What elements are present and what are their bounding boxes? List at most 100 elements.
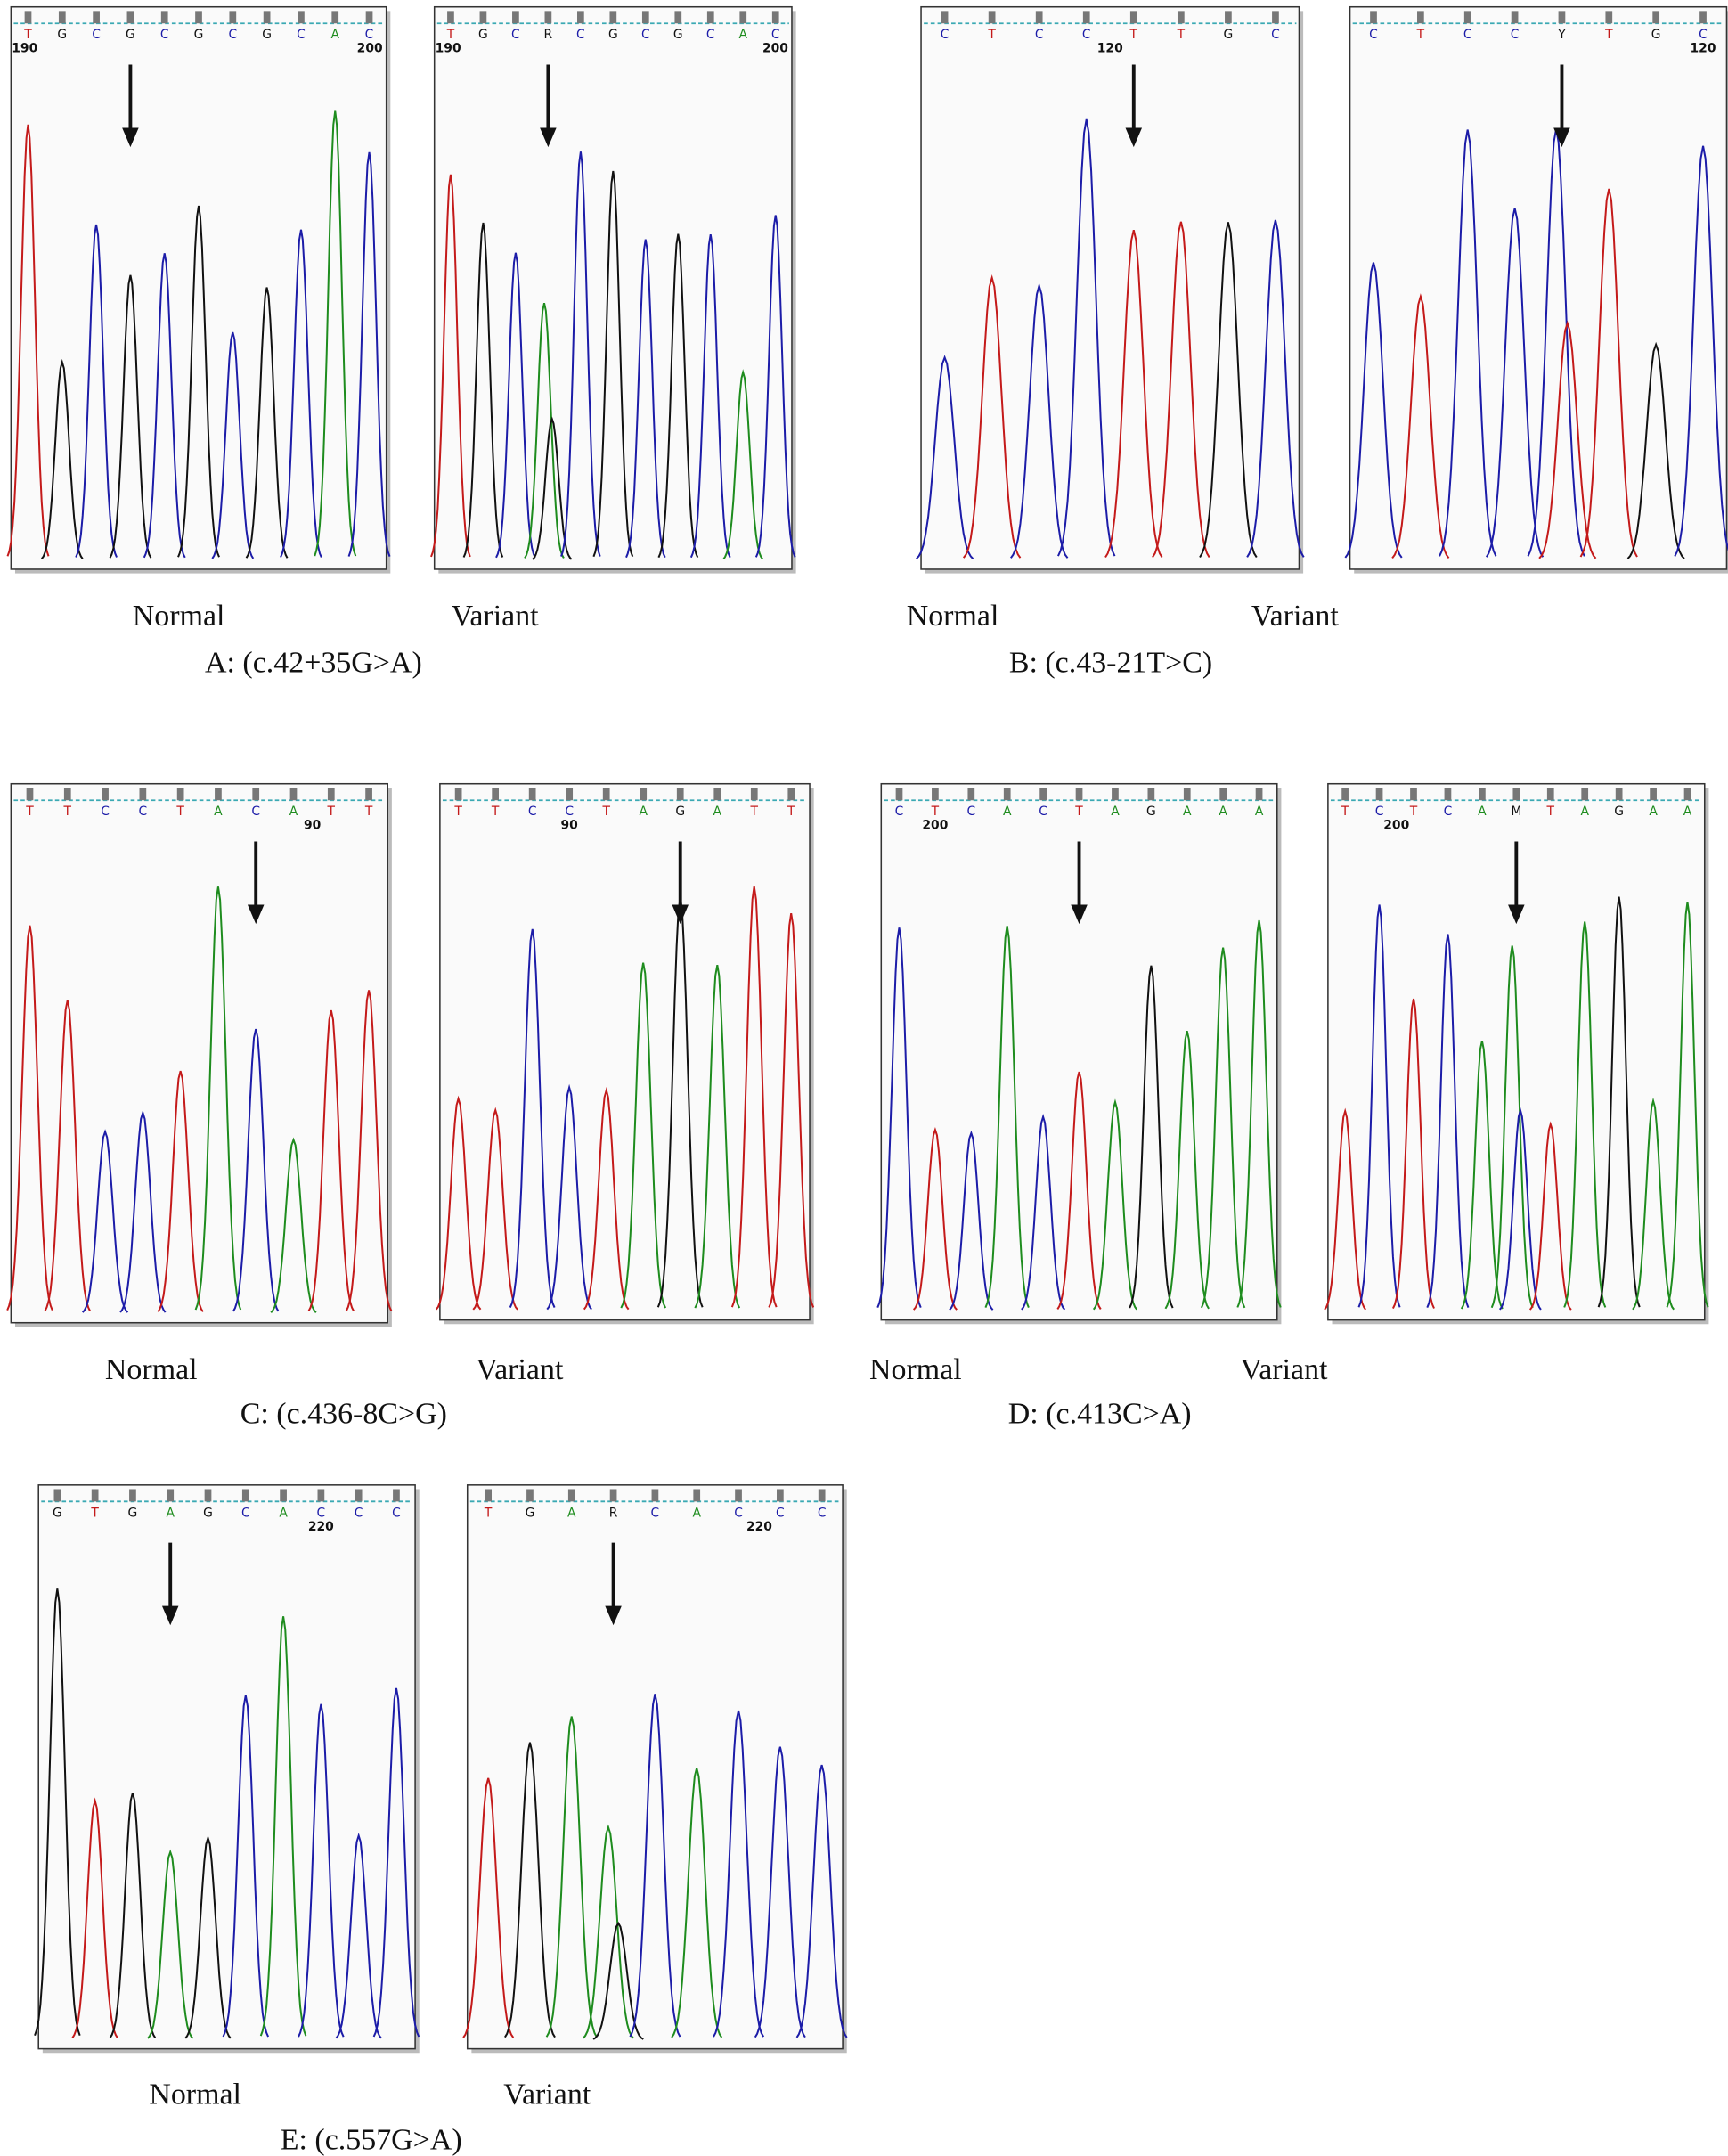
peak [1092, 1098, 1138, 1311]
base-tick [651, 1489, 659, 1502]
base-tick [713, 788, 721, 801]
peak [1597, 896, 1641, 1308]
base-tick [1147, 788, 1155, 801]
peak [307, 1009, 355, 1312]
base-tick [1683, 788, 1691, 801]
trace-label: Variant [1251, 600, 1340, 633]
peak [1674, 145, 1728, 557]
peak [211, 331, 255, 559]
peak [462, 1777, 515, 2038]
base-tick [1272, 11, 1279, 24]
base-tick [566, 788, 574, 801]
chromatogram: T G C R C G C G C A C 190 200 [430, 5, 796, 574]
base-tick [176, 788, 184, 801]
peak [259, 1616, 307, 2037]
base-call: C [576, 28, 585, 42]
base-tick [1417, 11, 1424, 24]
base-call: T [364, 804, 373, 819]
base-tick [1255, 788, 1263, 801]
position-label: 220 [746, 1520, 772, 1534]
base-call: T [601, 804, 610, 819]
peak [6, 925, 53, 1311]
base-call: A [1003, 804, 1012, 819]
position-label: 90 [561, 819, 578, 833]
peak [545, 1716, 598, 2038]
trace-label: Normal [869, 1353, 962, 1386]
base-tick [1177, 11, 1185, 24]
arrow-head [1553, 127, 1570, 148]
base-call: C [771, 28, 780, 42]
peak [157, 1070, 204, 1312]
base-tick [1605, 11, 1613, 24]
base-tick [289, 788, 298, 801]
base-tick [298, 11, 305, 24]
trace-label: Normal [149, 2078, 241, 2111]
base-tick [771, 11, 779, 24]
base-tick [1075, 788, 1083, 801]
base-call: A [1255, 804, 1264, 819]
base-call: T [1074, 804, 1083, 819]
base-call: T [1341, 804, 1349, 819]
trace-label: Normal [105, 1353, 198, 1386]
peak [768, 912, 815, 1308]
base-call: G [1146, 804, 1156, 819]
base-tick [988, 11, 996, 24]
peak [1246, 219, 1305, 558]
base-tick [1039, 788, 1047, 801]
peak [1021, 1113, 1066, 1311]
base-call: C [139, 804, 148, 819]
trace-label: Normal [133, 600, 225, 633]
base-call: A [567, 1506, 576, 1520]
base-tick [1129, 11, 1137, 24]
arrow-head [247, 904, 265, 925]
base-call: C [160, 28, 169, 42]
base-call: A [639, 804, 648, 819]
base-call: G [675, 804, 685, 819]
base-call: C [941, 28, 950, 42]
position-label: 90 [304, 819, 321, 833]
arrow-head [1071, 904, 1088, 925]
base-tick [526, 1489, 534, 1502]
base-call: T [1177, 28, 1186, 42]
base-tick [676, 788, 684, 801]
base-call: C [734, 1506, 743, 1520]
base-call: C [1082, 28, 1091, 42]
base-call: G [57, 28, 67, 42]
base-tick [818, 1489, 826, 1502]
peak [730, 886, 778, 1308]
trace-label: Normal [907, 600, 999, 633]
base-tick [941, 11, 949, 24]
base-call: C [565, 804, 574, 819]
base-call: C [651, 1506, 660, 1520]
peak [795, 1764, 848, 2038]
base-call: C [251, 804, 260, 819]
peak [722, 369, 763, 559]
base-tick [365, 788, 372, 801]
peak [1485, 208, 1545, 558]
peak [1666, 902, 1709, 1308]
base-call: A [1649, 804, 1658, 819]
base-tick [609, 1489, 617, 1502]
peak [1152, 221, 1210, 559]
trace-label: Variant [1240, 1353, 1328, 1386]
peak [462, 222, 504, 558]
peak [509, 928, 556, 1308]
base-tick [706, 11, 714, 24]
base-tick [1112, 788, 1119, 801]
position-label: 190 [436, 42, 461, 56]
base-call: G [1651, 28, 1661, 42]
peak [314, 110, 357, 557]
peak [495, 252, 536, 559]
base-call: A [279, 1506, 288, 1520]
base-tick [609, 11, 617, 24]
base-call: T [787, 804, 795, 819]
base-call: T [1546, 804, 1555, 819]
peak [222, 1695, 270, 2038]
peak [620, 962, 667, 1309]
base-call: C [101, 804, 110, 819]
peak [34, 1588, 81, 2036]
base-tick [317, 1489, 325, 1502]
base-tick [129, 1489, 136, 1502]
base-call: T [750, 804, 759, 819]
